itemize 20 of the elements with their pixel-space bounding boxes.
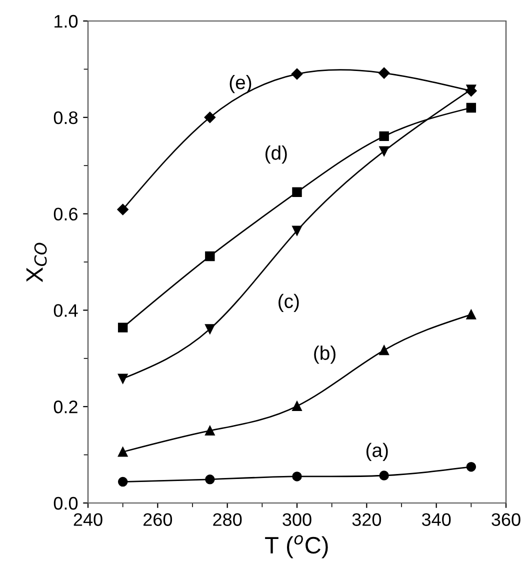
y-tick-label: 0.2 — [54, 400, 78, 414]
x-tick-label: 260 — [144, 513, 172, 526]
x-tick-label: 300 — [282, 513, 312, 526]
x-tick-label: 280 — [213, 513, 242, 526]
series-label: (d) — [265, 146, 287, 164]
y-tick-label: 0.0 — [54, 496, 78, 510]
series-label: (e) — [230, 75, 252, 94]
y-tick-label: 0.4 — [54, 304, 78, 317]
series-label: (a) — [366, 442, 388, 461]
y-tick-label: 1.0 — [54, 14, 78, 28]
x-tick-label: 320 — [352, 513, 382, 526]
y-tick-label: 0.6 — [54, 208, 78, 221]
x-axis-title: T ($^{o}$C) — [265, 535, 328, 558]
x-tick-label: 240 — [74, 513, 102, 526]
series-label: (c) — [278, 294, 299, 312]
x-tick-label: 340 — [422, 513, 451, 526]
series-label: (b) — [314, 346, 336, 364]
x-tick-label: 360 — [492, 513, 520, 526]
y-axis-title: X$_{CO}$ — [26, 242, 47, 282]
y-tick-label: 0.8 — [54, 111, 78, 124]
